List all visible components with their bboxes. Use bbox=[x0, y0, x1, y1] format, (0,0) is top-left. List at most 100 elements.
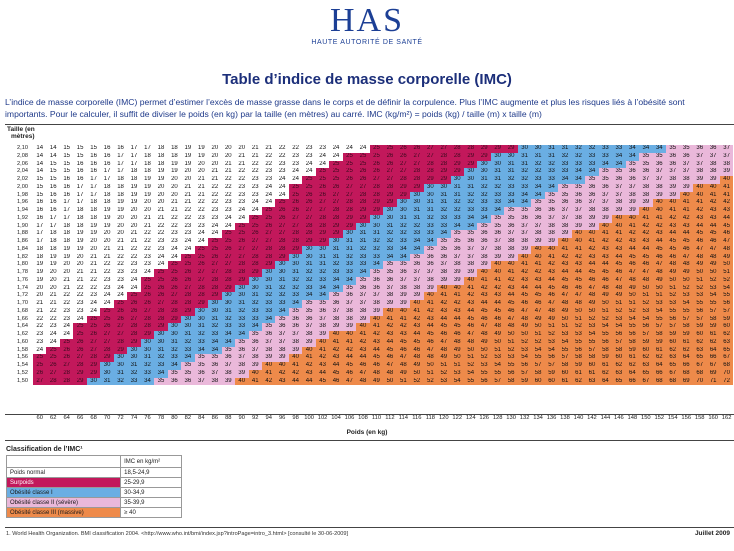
bmi-cell: 52 bbox=[423, 377, 438, 386]
bmi-cell: 43 bbox=[719, 207, 734, 215]
bmi-cell: 28 bbox=[450, 152, 464, 161]
table-row: 2,08 14 14 15 15 16 16 17 17 18 18 18 19 19 20 20 21 21 22… bbox=[12, 152, 734, 161]
bmi-cell: 21 bbox=[113, 245, 128, 254]
bmi-cell: 37 bbox=[692, 152, 707, 161]
bmi-cell: 22 bbox=[208, 183, 222, 192]
bmi-cell: 36 bbox=[639, 168, 653, 176]
bmi-cell: 43 bbox=[706, 214, 720, 223]
bmi-cell: 63 bbox=[692, 346, 707, 355]
bmi-cell: 36 bbox=[423, 253, 438, 262]
bmi-cell: 35 bbox=[679, 145, 693, 153]
bmi-cell: 38 bbox=[315, 323, 330, 331]
bmi-cell: 35 bbox=[437, 238, 451, 246]
bmi-cell: 36 bbox=[315, 307, 330, 316]
bmi-cell: 28 bbox=[59, 369, 74, 378]
bmi-cell: 37 bbox=[315, 315, 330, 324]
table-row: 2,10 14 14 15 15 15 16 16 17 17 18 18 19 19 20 20 20 21 21… bbox=[12, 145, 734, 153]
bmi-cell: 24 bbox=[100, 300, 114, 308]
bmi-cell: 32 bbox=[517, 176, 532, 184]
bmi-cell: 48 bbox=[625, 276, 640, 285]
bmi-cell: 25 bbox=[329, 168, 343, 176]
bmi-cell: 43 bbox=[706, 207, 720, 215]
bmi-cell: 34 bbox=[208, 338, 222, 347]
bmi-cell: 42 bbox=[598, 238, 613, 246]
bmi-cell: 31 bbox=[140, 354, 155, 362]
bmi-cell: 37 bbox=[490, 238, 505, 246]
bmi-cell: 15 bbox=[46, 160, 60, 169]
weight-tick: 82 bbox=[184, 415, 192, 421]
bmi-cell: 31 bbox=[464, 183, 478, 192]
bmi-cell: 29 bbox=[464, 160, 478, 169]
table-row: 2,04 14 15 15 16 16 17 17 18 18 19 19 20 20 21 21 22 22 23… bbox=[12, 168, 734, 176]
bmi-cell: 58 bbox=[531, 369, 545, 378]
bmi-cell: 31 bbox=[437, 199, 451, 207]
bmi-cell: 54 bbox=[598, 323, 613, 331]
bmi-cell: 21 bbox=[235, 160, 249, 169]
bmi-cell: 27 bbox=[383, 168, 397, 176]
bmi-cell: 25 bbox=[315, 168, 330, 176]
bmi-cell: 25 bbox=[33, 362, 47, 370]
bmi-cell: 45 bbox=[517, 292, 532, 300]
bmi-cell: 28 bbox=[302, 230, 316, 238]
bmi-cell: 16 bbox=[46, 199, 60, 207]
bmi-cell: 25 bbox=[100, 315, 114, 324]
bmi-cell: 30 bbox=[302, 245, 316, 254]
bmi-cell: 36 bbox=[423, 261, 438, 269]
bmi-cell: 58 bbox=[504, 377, 518, 386]
bmi-cell: 28 bbox=[437, 160, 451, 169]
bmi-cell: 21 bbox=[86, 253, 101, 262]
height-label: 1,82 bbox=[17, 253, 28, 260]
bmi-cell: 43 bbox=[315, 362, 330, 370]
bmi-cell: 41 bbox=[261, 369, 276, 378]
bmi-cell: 21 bbox=[100, 253, 114, 262]
bmi-cell: 24 bbox=[221, 222, 236, 231]
bmi-cell: 45 bbox=[504, 300, 518, 308]
y-axis-label-line-2: mètres) bbox=[11, 133, 35, 140]
bmi-cell: 49 bbox=[437, 354, 451, 362]
bmi-cell: 32 bbox=[477, 191, 491, 200]
bmi-cell: 46 bbox=[639, 261, 653, 269]
bmi-cell: 28 bbox=[181, 292, 195, 300]
bmi-cell: 30 bbox=[396, 207, 411, 215]
bmi-cell: 50 bbox=[410, 369, 424, 378]
bmi-cell: 32 bbox=[127, 369, 141, 378]
bmi-cell: 34 bbox=[464, 222, 478, 231]
bmi-cell: 51 bbox=[625, 300, 640, 308]
bmi-cell: 25 bbox=[181, 253, 195, 262]
bmi-cell: 40 bbox=[585, 230, 599, 238]
bmi-cell: 38 bbox=[383, 292, 397, 300]
bmi-cell: 29 bbox=[356, 214, 370, 223]
bmi-cell: 19 bbox=[33, 261, 47, 269]
bmi-cell: 41 bbox=[396, 315, 411, 324]
bmi-cell: 41 bbox=[544, 253, 559, 262]
bmi-cell: 37 bbox=[666, 168, 680, 176]
bmi-cell: 33 bbox=[477, 207, 491, 215]
bmi-cell: 25 bbox=[356, 152, 370, 161]
bmi-cell: 27 bbox=[410, 160, 424, 169]
bmi-cell: 32 bbox=[356, 245, 370, 254]
bmi-cell: 58 bbox=[679, 323, 693, 331]
bmi-cell: 37 bbox=[329, 307, 343, 316]
bmi-cell: 26 bbox=[235, 238, 249, 246]
bmi-cell: 40 bbox=[612, 214, 626, 223]
bmi-cell: 40 bbox=[666, 199, 680, 207]
bmi-cell: 18 bbox=[86, 214, 101, 223]
bmi-cell: 37 bbox=[464, 245, 478, 254]
bmi-cell: 23 bbox=[127, 261, 141, 269]
bmi-cell: 31 bbox=[558, 145, 572, 153]
bmi-cell: 41 bbox=[558, 245, 572, 254]
bmi-cell: 20 bbox=[235, 145, 249, 153]
bmi-cell: 38 bbox=[221, 369, 236, 378]
bmi-cell: 54 bbox=[625, 315, 640, 324]
bmi-cell: 23 bbox=[181, 222, 195, 231]
bmi-cell: 27 bbox=[396, 160, 411, 169]
bmi-cell: 34 bbox=[342, 276, 357, 285]
weight-tick: 114 bbox=[398, 415, 409, 421]
bmi-cell: 39 bbox=[450, 276, 464, 285]
bmi-cell: 39 bbox=[302, 338, 316, 347]
bmi-cell: 47 bbox=[679, 253, 693, 262]
bmi-cell: 37 bbox=[410, 269, 424, 277]
height-label: 1,90 bbox=[17, 222, 28, 229]
bmi-cell: 22 bbox=[113, 253, 128, 262]
bmi-cell: 42 bbox=[692, 207, 707, 215]
